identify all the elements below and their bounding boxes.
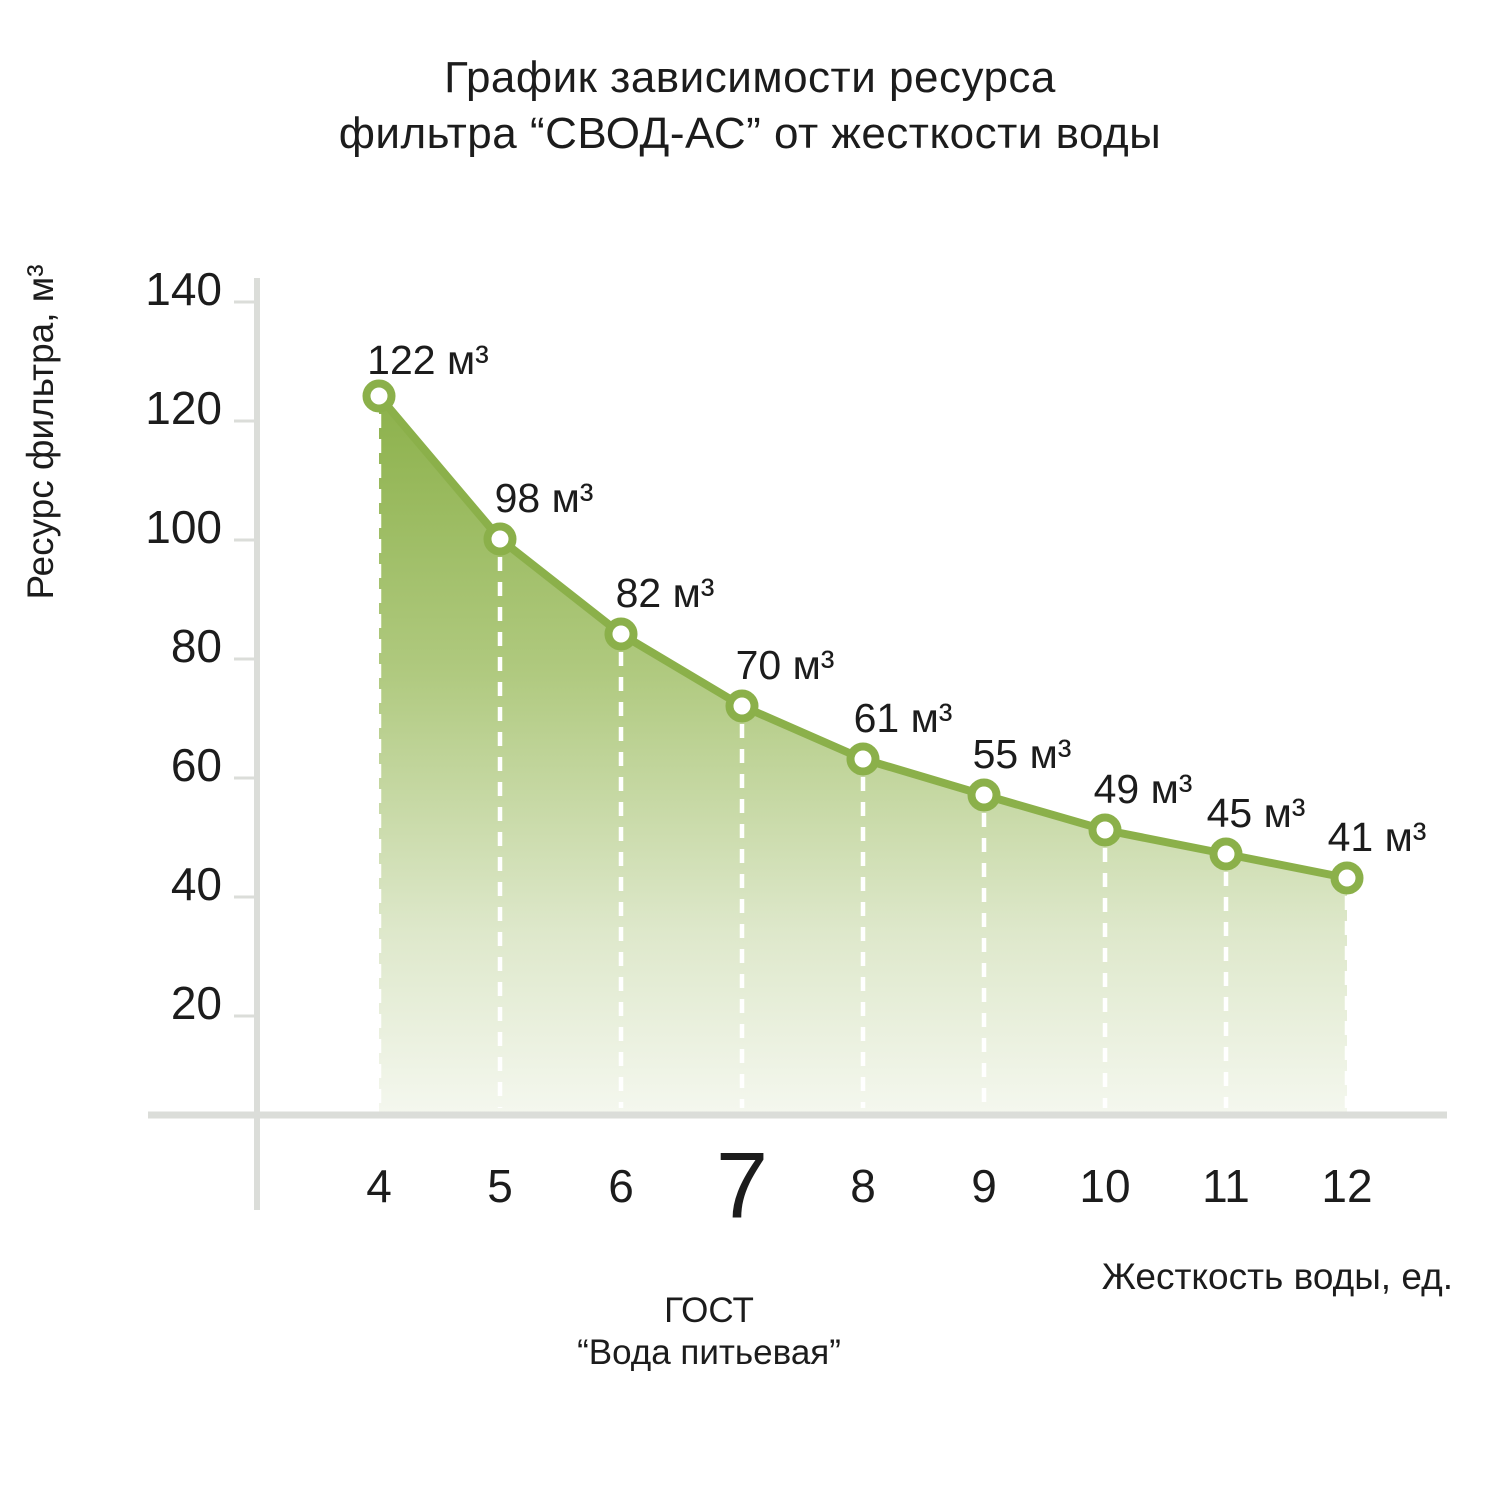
x-tick-label-8: 8 xyxy=(850,1160,876,1212)
y-tick-label-80: 80 xyxy=(171,620,222,672)
data-point-marker-6 xyxy=(604,617,638,651)
y-axis-title: Ресурс фильтра, м³ xyxy=(20,264,61,599)
x-tick-labels: 4 5 6 7 8 9 10 11 12 xyxy=(366,1133,1372,1238)
x-tick-label-5: 5 xyxy=(487,1160,513,1212)
y-tick-label-20: 20 xyxy=(171,977,222,1029)
data-point-marker-10 xyxy=(1088,813,1122,847)
data-point-labels: 122 м³ 98 м³ 82 м³ 70 м³ 61 м³ 55 м³ 49 … xyxy=(367,337,1426,860)
y-tick-label-120: 120 xyxy=(145,382,222,434)
data-point-label-6: 82 м³ xyxy=(616,570,715,616)
data-point-label-10: 49 м³ xyxy=(1094,766,1193,812)
x-tick-label-11: 11 xyxy=(1202,1160,1250,1212)
data-point-label-7: 70 м³ xyxy=(736,642,835,688)
y-tick-labels: 140 120 100 80 60 40 20 xyxy=(145,263,222,1029)
x-tick-label-4: 4 xyxy=(366,1160,392,1212)
data-point-marker-9 xyxy=(967,778,1001,812)
y-tick-label-140: 140 xyxy=(145,263,222,315)
x-tick-label-9: 9 xyxy=(971,1160,997,1212)
data-point-marker-4 xyxy=(362,379,396,413)
data-point-label-4: 122 м³ xyxy=(367,337,489,383)
chart-title-line2: фильтра “СВОД-АС” от жесткости воды xyxy=(339,109,1162,158)
chart-title-line1: График зависимости ресурса xyxy=(444,53,1056,102)
point-guide-lines xyxy=(376,414,1350,1108)
y-tick-marks xyxy=(234,300,257,1018)
x-tick-label-6: 6 xyxy=(608,1160,634,1212)
data-point-label-11: 45 м³ xyxy=(1207,790,1306,836)
x-tick-label-12: 12 xyxy=(1321,1160,1372,1212)
data-point-marker-5 xyxy=(483,522,517,556)
data-point-label-5: 98 м³ xyxy=(495,475,594,521)
data-point-marker-11 xyxy=(1209,837,1243,871)
x-tick-label-7-highlighted: 7 xyxy=(716,1133,768,1238)
data-point-label-8: 61 м³ xyxy=(854,695,953,741)
data-point-markers xyxy=(362,379,1364,895)
y-tick-label-60: 60 xyxy=(171,739,222,791)
y-tick-label-100: 100 xyxy=(145,501,222,553)
x-tick-label-10: 10 xyxy=(1079,1160,1130,1212)
data-point-label-9: 55 м³ xyxy=(973,731,1072,777)
gost-annotation-line2: “Вода питьевая” xyxy=(577,1333,841,1372)
data-point-marker-12 xyxy=(1330,861,1364,895)
data-point-marker-8 xyxy=(846,742,880,776)
x-axis-title: Жесткость воды, ед. xyxy=(1102,1256,1453,1297)
data-point-marker-7 xyxy=(725,689,759,723)
y-tick-label-40: 40 xyxy=(171,858,222,910)
data-point-label-12: 41 м³ xyxy=(1328,814,1427,860)
gost-annotation-line1: ГОСТ xyxy=(664,1291,754,1330)
